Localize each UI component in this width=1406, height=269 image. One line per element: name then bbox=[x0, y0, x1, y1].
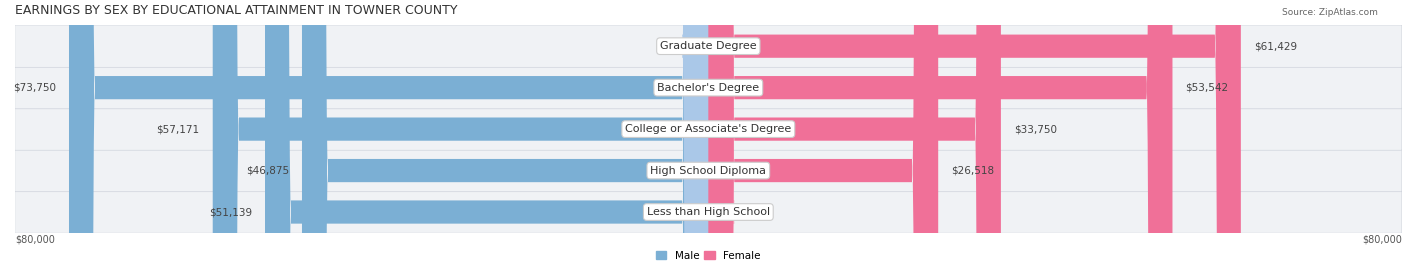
FancyBboxPatch shape bbox=[709, 0, 1001, 269]
Text: $73,750: $73,750 bbox=[13, 83, 56, 93]
FancyBboxPatch shape bbox=[69, 0, 709, 269]
Text: College or Associate's Degree: College or Associate's Degree bbox=[626, 124, 792, 134]
Text: $51,139: $51,139 bbox=[209, 207, 252, 217]
Text: EARNINGS BY SEX BY EDUCATIONAL ATTAINMENT IN TOWNER COUNTY: EARNINGS BY SEX BY EDUCATIONAL ATTAINMEN… bbox=[15, 4, 457, 17]
Text: $0: $0 bbox=[665, 41, 678, 51]
Text: $53,542: $53,542 bbox=[1185, 83, 1229, 93]
Text: $61,429: $61,429 bbox=[1254, 41, 1296, 51]
Text: High School Diploma: High School Diploma bbox=[651, 165, 766, 176]
FancyBboxPatch shape bbox=[709, 0, 938, 269]
Text: $33,750: $33,750 bbox=[1014, 124, 1057, 134]
Text: $80,000: $80,000 bbox=[15, 235, 55, 245]
FancyBboxPatch shape bbox=[709, 0, 1241, 269]
FancyBboxPatch shape bbox=[15, 149, 1402, 192]
Text: $46,875: $46,875 bbox=[246, 165, 290, 176]
Text: Graduate Degree: Graduate Degree bbox=[659, 41, 756, 51]
FancyBboxPatch shape bbox=[15, 108, 1402, 150]
Text: $80,000: $80,000 bbox=[1362, 235, 1402, 245]
Text: Bachelor's Degree: Bachelor's Degree bbox=[657, 83, 759, 93]
Text: $26,518: $26,518 bbox=[952, 165, 994, 176]
FancyBboxPatch shape bbox=[682, 0, 717, 269]
FancyBboxPatch shape bbox=[15, 66, 1402, 109]
FancyBboxPatch shape bbox=[700, 0, 734, 269]
FancyBboxPatch shape bbox=[709, 0, 1173, 269]
FancyBboxPatch shape bbox=[15, 25, 1402, 67]
Text: $0: $0 bbox=[738, 207, 752, 217]
FancyBboxPatch shape bbox=[264, 0, 709, 269]
Legend: Male, Female: Male, Female bbox=[652, 246, 765, 265]
FancyBboxPatch shape bbox=[212, 0, 709, 269]
Text: $57,171: $57,171 bbox=[156, 124, 200, 134]
Text: Less than High School: Less than High School bbox=[647, 207, 770, 217]
Text: Source: ZipAtlas.com: Source: ZipAtlas.com bbox=[1282, 8, 1378, 17]
FancyBboxPatch shape bbox=[15, 191, 1402, 233]
FancyBboxPatch shape bbox=[302, 0, 709, 269]
